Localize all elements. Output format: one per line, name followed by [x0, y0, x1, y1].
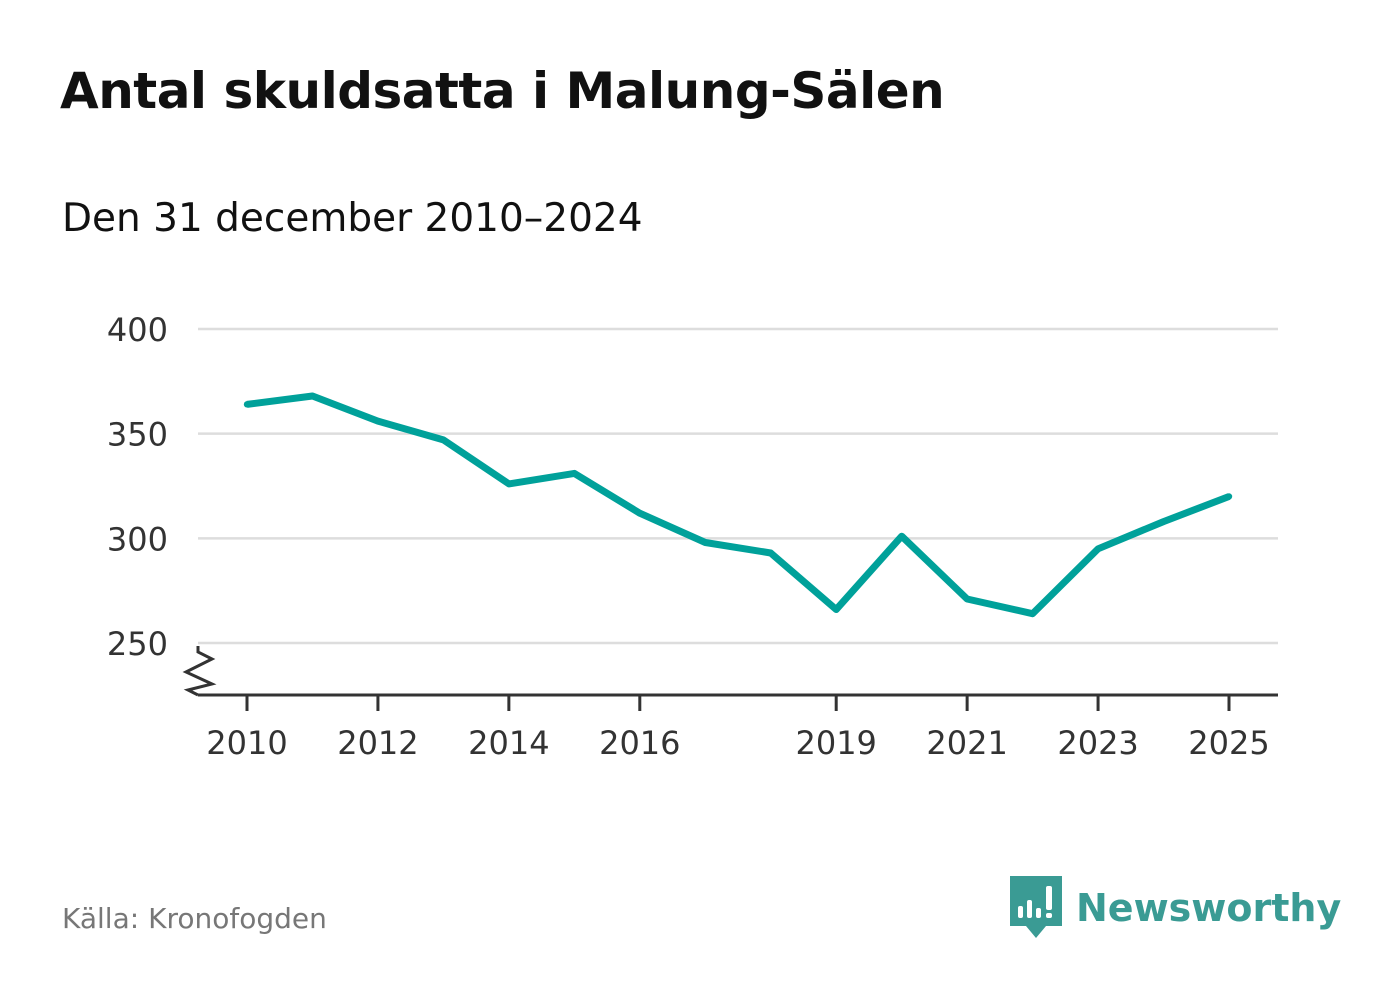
- y-axis-ticks: 250 300 350 400: [107, 311, 168, 663]
- data-point-2016: [636, 510, 643, 517]
- x-tick-label-2012: 2012: [337, 724, 418, 762]
- y-tick-label-400: 400: [107, 311, 168, 349]
- data-point-2010: [243, 401, 251, 408]
- data-point-2011: [309, 392, 316, 400]
- data-point-2024: [1160, 518, 1167, 525]
- y-tick-label-250: 250: [107, 625, 168, 663]
- data-point-2021: [963, 595, 971, 603]
- data-point-2012: [374, 417, 382, 425]
- x-axis-ticks: 2010 2012 2014 2016 2019 2021 2023 2025: [206, 695, 1270, 762]
- x-tick-label-2010: 2010: [206, 724, 287, 762]
- data-point-2018: [767, 549, 774, 557]
- y-tick-label-300: 300: [107, 520, 168, 558]
- x-tick-label-2019: 2019: [795, 724, 876, 762]
- x-tick-label-2023: 2023: [1057, 724, 1138, 762]
- data-point-2013: [440, 436, 447, 444]
- gridlines: [198, 327, 1278, 645]
- data-point-2019: [833, 606, 840, 613]
- x-tick-label-2016: 2016: [599, 724, 680, 762]
- source-note: Källa: Kronofogden: [62, 902, 327, 935]
- axis-break-marker: [182, 646, 217, 697]
- x-tick-label-2014: 2014: [468, 724, 549, 762]
- data-point-2025: [1225, 493, 1233, 500]
- data-point-2015: [571, 470, 578, 477]
- x-axis: [182, 646, 1278, 697]
- series-line-0: [246, 392, 1231, 618]
- y-tick-label-350: 350: [107, 416, 168, 454]
- chart-title: Antal skuldsatta i Malung-Sälen: [60, 62, 945, 120]
- data-point-2020: [898, 533, 905, 540]
- chart-subtitle: Den 31 december 2010–2024: [62, 196, 643, 241]
- x-tick-label-2021: 2021: [926, 724, 1007, 762]
- series-layer: [243, 392, 1233, 618]
- brand-logo[interactable]: Newsworthy: [1010, 876, 1341, 940]
- data-point-2022: [1029, 610, 1036, 617]
- data-point-2014: [505, 480, 513, 488]
- newsworthy-logo-icon: [1010, 876, 1062, 938]
- data-point-2023: [1094, 545, 1102, 552]
- data-point-2017: [702, 539, 709, 546]
- brand-name: Newsworthy: [1076, 886, 1342, 930]
- x-tick-label-2025: 2025: [1188, 724, 1269, 762]
